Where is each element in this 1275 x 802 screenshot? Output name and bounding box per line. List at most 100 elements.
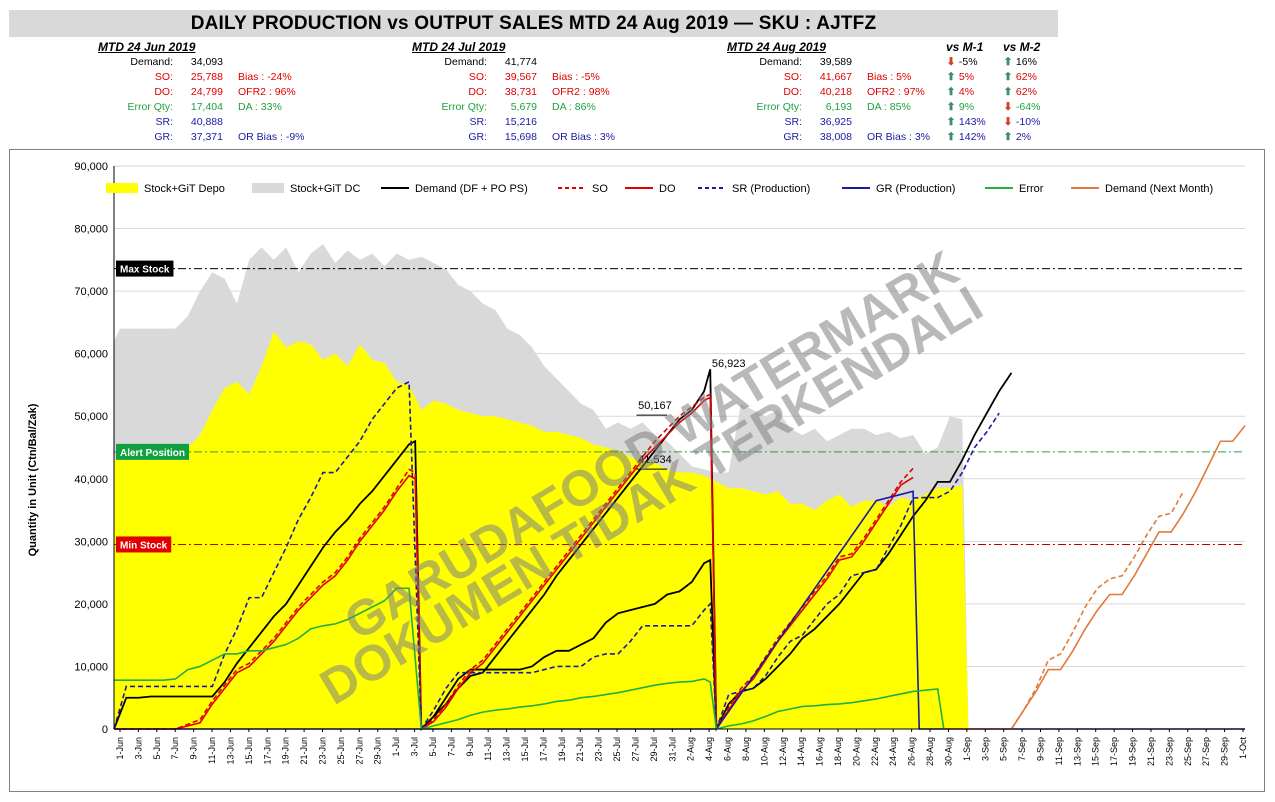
summary-metric: Bias : -5% bbox=[552, 71, 600, 83]
summary-value: 25,788 bbox=[190, 71, 223, 83]
x-tick-label: 1-Jul bbox=[391, 737, 401, 757]
arrow-down-icon: ⬇ bbox=[1003, 101, 1013, 113]
legend-label: Demand (DF + PO PS) bbox=[415, 183, 528, 195]
reference-badge bbox=[116, 443, 190, 460]
x-tick-label: 3-Sep bbox=[980, 737, 990, 761]
series-line-error bbox=[114, 587, 945, 731]
comparison-value: 62% bbox=[1013, 71, 1037, 83]
area-stock-git-depo bbox=[114, 331, 969, 729]
x-tick-label: 6-Aug bbox=[723, 737, 733, 761]
chart-panel: 0 10,000 20,000 30,000 40,000 50,000 60,000 70,… bbox=[9, 149, 1265, 792]
data-annotation: 50,167 bbox=[638, 400, 672, 412]
x-tick-label: 18-Aug bbox=[833, 737, 843, 766]
summary-value: 41,667 bbox=[819, 71, 852, 83]
x-tick-label: 27-Sep bbox=[1201, 737, 1211, 766]
summary-metric: OFR2 : 96% bbox=[238, 86, 296, 98]
comparison-value: 62% bbox=[1013, 86, 1037, 98]
summary-label: Error Qty: bbox=[441, 101, 487, 113]
y-tick-label: 70,000 bbox=[74, 286, 108, 298]
summary-value: 39,567 bbox=[504, 71, 537, 83]
summary-value: 37,371 bbox=[190, 131, 223, 143]
summary-header: MTD 24 Jun 2019 bbox=[98, 40, 196, 54]
comparison-cell: ⬇ -10% bbox=[1003, 116, 1041, 128]
x-tick-label: 31-Jul bbox=[667, 737, 677, 762]
summary-metric: Bias : -24% bbox=[238, 71, 292, 83]
legend-label: Stock+GiT Depo bbox=[144, 183, 225, 195]
arrow-up-icon: ⬆ bbox=[946, 101, 956, 113]
x-tick-label: 8-Aug bbox=[741, 737, 751, 761]
x-tick-label: 14-Aug bbox=[796, 737, 806, 766]
production-chart: 0 10,000 20,000 30,000 40,000 50,000 60,000 70,… bbox=[27, 161, 1248, 766]
x-tick-label: 23-Jun bbox=[318, 737, 328, 765]
x-tick-label: 29-Sep bbox=[1220, 737, 1230, 766]
comparison-cell: ⬇ -64% bbox=[1003, 101, 1041, 113]
x-tick-label: 3-Jun bbox=[133, 737, 143, 760]
reference-label: Alert Position bbox=[120, 448, 185, 459]
comparison-header: vs M-2 bbox=[1003, 40, 1041, 54]
x-tick-label: 30-Aug bbox=[943, 737, 953, 766]
x-tick-label: 4-Aug bbox=[704, 737, 714, 761]
comparison-cell: ⬆ 5% bbox=[946, 71, 975, 83]
y-tick-label: 60,000 bbox=[74, 349, 108, 361]
arrow-up-icon: ⬆ bbox=[946, 71, 956, 83]
x-tick-label: 25-Jul bbox=[612, 737, 622, 762]
x-tick-label: 22-Aug bbox=[870, 737, 880, 766]
x-tick-label: 17-Sep bbox=[1109, 737, 1119, 766]
summary-label: SR: bbox=[784, 116, 802, 128]
legend-label: SO bbox=[592, 183, 608, 195]
summary-label: DO: bbox=[468, 86, 487, 98]
summary-value: 40,218 bbox=[819, 86, 852, 98]
x-tick-label: 23-Sep bbox=[1164, 737, 1174, 766]
summary-value: 36,925 bbox=[819, 116, 852, 128]
summary-value: 6,193 bbox=[825, 101, 852, 113]
summary-label: GR: bbox=[783, 131, 802, 143]
arrow-up-icon: ⬆ bbox=[1003, 131, 1013, 143]
summary-metric: OFR2 : 98% bbox=[552, 86, 610, 98]
summary-label: DO: bbox=[783, 86, 802, 98]
x-tick-label: 27-Jun bbox=[354, 737, 364, 765]
y-tick-label: 10,000 bbox=[74, 661, 108, 673]
summary-value: 24,799 bbox=[190, 86, 223, 98]
arrow-up-icon: ⬆ bbox=[1003, 86, 1013, 98]
x-tick-label: 11-Jun bbox=[207, 737, 217, 764]
summary-value: 15,698 bbox=[504, 131, 537, 143]
series-line-so-next-month- bbox=[1010, 490, 1185, 730]
series-line-demand-df-po-ps-m-1-line bbox=[420, 558, 718, 730]
summary-value: 34,093 bbox=[190, 56, 223, 68]
x-tick-label: 21-Sep bbox=[1146, 737, 1156, 766]
series-line-demand-df-po-ps- bbox=[113, 369, 1013, 732]
arrow-up-icon: ⬆ bbox=[946, 116, 956, 128]
summary-metric: Bias : 5% bbox=[867, 71, 912, 83]
summary-label: GR: bbox=[468, 131, 487, 143]
comparison-value: 9% bbox=[956, 101, 975, 113]
arrow-up-icon: ⬆ bbox=[946, 86, 956, 98]
y-tick-label: 40,000 bbox=[74, 474, 108, 486]
x-tick-label: 15-Sep bbox=[1091, 737, 1101, 766]
comparison-value: 143% bbox=[956, 116, 986, 128]
comparison-value: -64% bbox=[1013, 101, 1041, 113]
comparison-value: 142% bbox=[956, 131, 986, 143]
reference-label: Min Stock bbox=[120, 540, 168, 551]
summary-label: Error Qty: bbox=[127, 101, 173, 113]
summary-value: 38,008 bbox=[819, 131, 852, 143]
y-axis-title: Quantity in Unit (Ctn/Bal/Zak) bbox=[27, 403, 39, 556]
series-line-do bbox=[114, 396, 914, 732]
comparison-cell: ⬆ 62% bbox=[1003, 86, 1037, 98]
summary-metric: DA : 85% bbox=[867, 101, 911, 113]
summary-value: 38,731 bbox=[504, 86, 537, 98]
legend-label: GR (Production) bbox=[876, 183, 955, 195]
arrow-up-icon: ⬆ bbox=[946, 131, 956, 143]
summary-header: MTD 24 Jul 2019 bbox=[412, 40, 506, 54]
x-tick-label: 23-Jul bbox=[594, 737, 604, 762]
x-tick-label: 15-Jun bbox=[244, 737, 254, 765]
legend-label: Stock+GiT DC bbox=[290, 183, 360, 195]
summary-metric: OR Bias : 3% bbox=[552, 131, 616, 143]
x-tick-label: 5-Jul bbox=[428, 737, 438, 757]
x-tick-label: 19-Sep bbox=[1128, 737, 1138, 766]
x-tick-label: 2-Aug bbox=[686, 737, 696, 761]
comparison-value: 4% bbox=[956, 86, 975, 98]
x-tick-label: 19-Jul bbox=[557, 737, 567, 762]
x-tick-label: 27-Jul bbox=[630, 737, 640, 762]
title-bar: DAILY PRODUCTION vs OUTPUT SALES MTD 24 … bbox=[9, 10, 1058, 37]
reference-label: Max Stock bbox=[120, 265, 170, 276]
